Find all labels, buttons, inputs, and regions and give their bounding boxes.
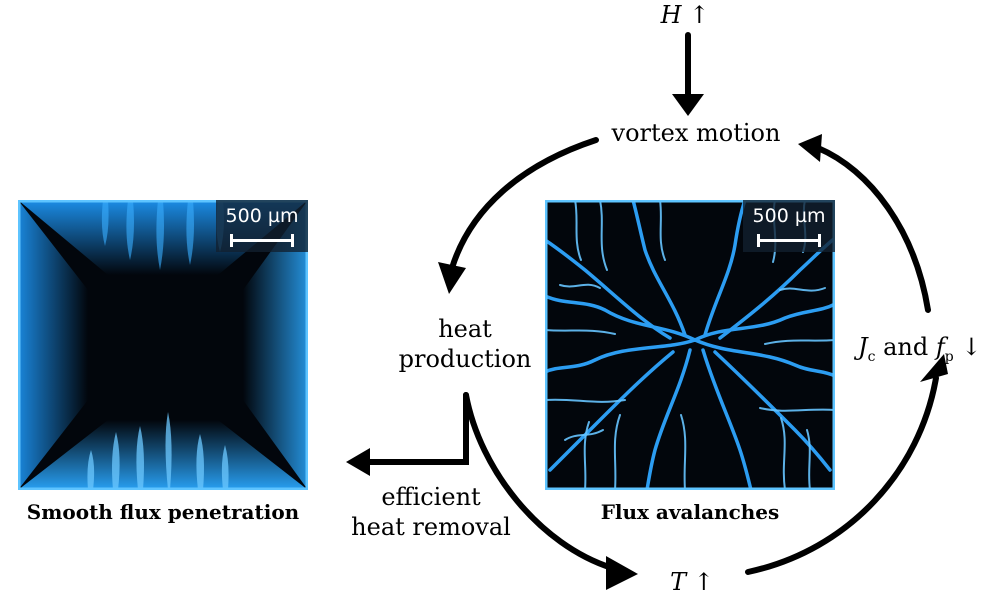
scale-bar-box: 500 µm (743, 200, 835, 252)
fp-subscript: p (944, 348, 954, 365)
arrowhead-temp (606, 556, 638, 590)
vortex-motion-label: vortex motion (611, 119, 781, 147)
arrowhead-heat (438, 262, 466, 294)
heat-line2: production (398, 345, 532, 373)
arrowhead-removal (346, 448, 370, 476)
and-word: and (883, 333, 929, 361)
fp-symbol: f (935, 333, 945, 361)
jc-subscript: c (867, 348, 876, 365)
removal-line1: efficient (381, 483, 481, 511)
jc-arrow: ↓ (961, 333, 982, 361)
scale-bar (230, 234, 294, 247)
arrow-temp-to-jc (745, 375, 939, 575)
field-label: H ↑ (640, 0, 730, 30)
temperature-label: T ↑ (652, 567, 732, 597)
scale-bar-box: 500 µm (216, 200, 308, 252)
jc-symbol: J (858, 333, 868, 361)
scale-bar (757, 234, 821, 247)
jc-fp-label: Jc and fp ↓ (858, 332, 992, 372)
arrow-jc-to-vortex (815, 145, 931, 313)
heat-line1: heat (438, 315, 492, 343)
arrow-heat-to-temp (463, 392, 615, 571)
smooth-flux-caption: Smooth flux penetration (26, 500, 300, 524)
arrowhead-jc (920, 354, 948, 382)
removal-line2: heat removal (351, 513, 511, 541)
field-arrow: ↑ (689, 1, 710, 29)
smooth-flux-image: 500 µm (18, 200, 308, 490)
arrowhead-vortex (798, 134, 822, 162)
temperature-arrow: ↑ (693, 568, 714, 596)
heat-production-label: heat production (385, 314, 545, 374)
arrow-vortex-to-heat (449, 137, 599, 271)
field-symbol: H (660, 1, 682, 29)
heat-removal-label: efficient heat removal (336, 482, 526, 542)
scale-label: 500 µm (752, 205, 826, 227)
scale-label: 500 µm (225, 205, 299, 227)
arrowhead-field (672, 94, 704, 116)
flux-avalanche-image: 500 µm (545, 200, 835, 490)
temperature-symbol: T (670, 568, 687, 596)
arrow-heat-removal (365, 392, 469, 465)
flux-avalanche-caption: Flux avalanches (600, 500, 780, 524)
